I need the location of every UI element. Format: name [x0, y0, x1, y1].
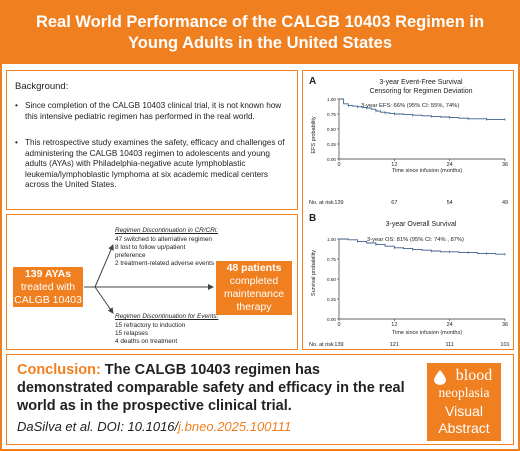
chart-a-subtitle: Censoring for Regimen Deviation — [369, 88, 472, 95]
bullet-dot: • — [15, 101, 18, 110]
risk-value: 67 — [391, 200, 397, 206]
risk-value: 49 — [502, 200, 508, 206]
end-line-1: 48 patients — [226, 262, 282, 274]
panel-letter-b: B — [309, 213, 316, 224]
title-line-1: Real World Performance of the CALGB 1040… — [35, 13, 485, 31]
citation: DaSilva et al. DOI: 10.1016/j.bneo.2025.… — [17, 419, 291, 434]
x-tick-label: 0 — [337, 322, 340, 328]
x-tick-label: 24 — [447, 322, 453, 328]
start-box: 139 AYAs treated with CALGB 10403 — [13, 267, 83, 307]
conclusion-text: Conclusion: The CALGB 10403 regimen has … — [17, 361, 407, 415]
cr-item: preference — [115, 252, 146, 259]
y-tick-label: 1.00 — [327, 97, 336, 102]
y-tick-label: 0.75 — [327, 257, 336, 262]
events-item: 15 relapses — [115, 330, 149, 337]
background-bullet-2-text: This retrospective study examines the sa… — [25, 138, 285, 190]
start-line-1: 139 AYAs — [24, 268, 72, 280]
background-bullet-1: • Since completion of the CALGB 10403 cl… — [15, 101, 293, 122]
cr-item: 2 treatment-related adverse events — [115, 260, 215, 267]
risk-value: 121 — [390, 342, 399, 348]
end-line-3: maintenance — [223, 288, 285, 300]
conclusion-label: Conclusion: — [17, 362, 101, 378]
chart-b-annotation: 3-year OS: 81% (95% CI: 74% , 87%) — [367, 237, 464, 243]
title-line-2: Young Adults in the United States — [128, 34, 392, 52]
events-item: 15 refractory to induction — [115, 322, 186, 329]
risk-value: 111 — [445, 342, 453, 348]
y-tick-label: 1.00 — [327, 237, 336, 242]
end-line-2: completed — [229, 275, 279, 287]
cr-branch-arrow — [94, 244, 114, 288]
chart-b-xlabel: Time since infusion (months) — [392, 330, 462, 336]
x-tick-label: 0 — [337, 162, 340, 168]
chart-b-ylabel: Survival probability — [311, 250, 317, 296]
start-line-2: treated with — [20, 281, 76, 293]
citation-doi: j.bneo.2025.100111 — [178, 419, 292, 434]
y-tick-label: 0.50 — [327, 277, 336, 282]
chart-b-title: 3-year Overall Survival — [386, 221, 457, 228]
survival-charts-panel: A 3-year Event-Free Survival Censoring f… — [302, 70, 514, 350]
chart-a-title: 3-year Event-Free Survival — [379, 79, 463, 86]
logo-word-visual: Visual — [445, 403, 483, 419]
events-branch-arrow — [94, 286, 114, 314]
x-tick-label: 12 — [391, 322, 397, 328]
risk-value: 101 — [500, 342, 509, 348]
y-tick-label: 0.25 — [327, 297, 336, 302]
logo-word-blood: blood — [455, 367, 493, 384]
title-banner: Real World Performance of the CALGB 1040… — [2, 2, 518, 64]
risk-value: 139 — [334, 342, 343, 348]
bullet-dot: • — [15, 138, 18, 147]
background-bullet-2: • This retrospective study examines the … — [15, 138, 293, 191]
citation-prefix: DaSilva et al. DOI: 10.1016/ — [17, 419, 179, 434]
flow-arrows — [84, 244, 214, 314]
background-panel: Background: • Since completion of the CA… — [6, 70, 298, 210]
journal-logo: blood neoplasia Visual Abstract — [427, 363, 501, 441]
end-box: 48 patients completed maintenance therap… — [216, 261, 292, 315]
x-tick-label: 24 — [447, 162, 453, 168]
end-line-4: therapy — [236, 301, 272, 313]
conclusion-panel: Conclusion: The CALGB 10403 regimen has … — [6, 354, 514, 445]
blood-drop-icon — [434, 370, 446, 385]
chart-a-annotation: 3-year EFS: 66% (95% CI: 55%, 74%) — [361, 103, 459, 109]
chart-a-xlabel: Time since infusion (months) — [392, 168, 462, 174]
y-tick-label: 0.50 — [327, 127, 336, 132]
conclusion-body: The CALGB 10403 regimen has demonstrated… — [17, 362, 405, 414]
y-tick-label: 0.00 — [327, 157, 336, 162]
cr-heading: Regimen Discontinuation in CR/CRi: — [115, 227, 219, 234]
cr-item: 47 switched to alternative regimen — [115, 236, 212, 243]
risk-value: 139 — [334, 200, 343, 206]
events-item: 4 deaths on treatment — [115, 338, 178, 345]
panel-letter-a: A — [309, 76, 316, 87]
risk-value: 54 — [447, 200, 453, 206]
cr-item: 8 lost to follow up/patient — [115, 244, 186, 251]
x-tick-label: 36 — [502, 322, 508, 328]
background-title: Background: — [15, 81, 69, 92]
x-tick-label: 36 — [502, 162, 508, 168]
events-heading: Regimen Discontinuation for Events: — [115, 313, 219, 320]
y-tick-label: 0.00 — [327, 317, 336, 322]
survival-charts-svg: A 3-year Event-Free Survival Censoring f… — [309, 76, 510, 348]
start-line-3: CALGB 10403 — [14, 294, 82, 306]
y-tick-label: 0.75 — [327, 112, 336, 117]
x-tick-label: 12 — [391, 162, 397, 168]
logo-word-neoplasia: neoplasia — [438, 385, 490, 400]
chart-a-risk-label: No. at risk — [309, 200, 334, 206]
patient-flow-panel: 139 AYAs treated with CALGB 10403 48 pat… — [6, 214, 298, 350]
background-bullet-1-text: Since completion of the CALGB 10403 clin… — [25, 101, 282, 121]
y-tick-label: 0.25 — [327, 142, 336, 147]
chart-b-risk-label: No. at risk — [309, 342, 334, 348]
logo-word-abstract: Abstract — [438, 420, 490, 436]
chart-a-ylabel: EFS probability — [311, 116, 317, 154]
